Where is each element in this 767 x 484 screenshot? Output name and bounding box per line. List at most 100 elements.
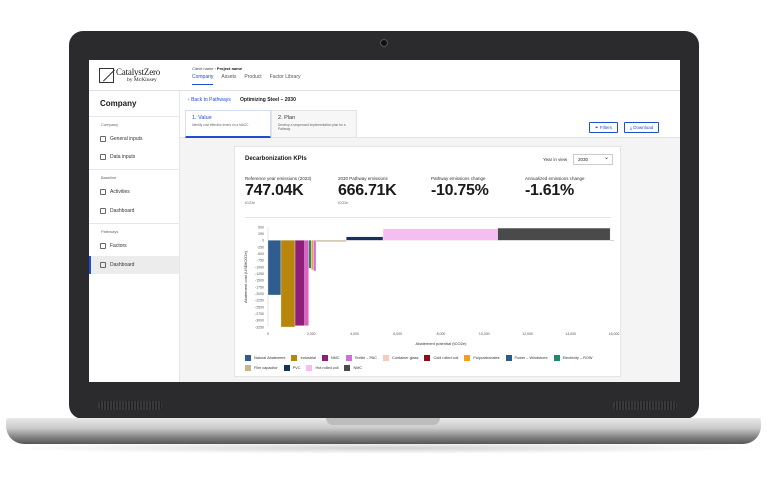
legend-item[interactable]: NMC (321, 353, 340, 362)
laptop-shadow (0, 442, 767, 454)
legend-label: Cold rolled coil (433, 355, 459, 360)
legend-item[interactable]: PVC (283, 363, 300, 372)
legend-label: NMC (353, 365, 363, 370)
download-button[interactable]: ⤓ Download (624, 122, 660, 133)
legend-label: Electricity – ROW (562, 355, 593, 360)
x-tick-label: 14,000 (565, 332, 576, 336)
kpi-pathway-emissions: 2030 Pathway emissions 666.71K tCO2e (338, 176, 397, 205)
sidebar-item-data-inputs[interactable]: Data inputs (89, 148, 179, 166)
y-tick-label: -2500 (255, 305, 264, 309)
legend-item[interactable]: Film capacitor (245, 363, 278, 372)
y-tick-label: -1000 (255, 265, 264, 269)
legend-swatch (245, 354, 251, 361)
y-tick-label: 0 (262, 239, 264, 243)
legend-item[interactable]: Electricity – ROW (553, 353, 593, 362)
factors-icon (100, 243, 106, 249)
legend-label: Natural Abatement (254, 355, 286, 360)
step-plan-desc: Develop a sequenced implementation plan … (278, 123, 346, 131)
kpi-value: -1.61% (525, 182, 574, 199)
filter-icon: ⏷ (595, 125, 600, 130)
breadcrumb-project[interactable]: Project name (216, 66, 243, 71)
macc-chart: 500 250 0 -250 -500 -750 -1000 -1250 -1500 -1750 -… (243, 225, 620, 346)
card-divider (245, 217, 611, 218)
laptop-screen: CatalystZero by McKinsey Client name › P… (89, 60, 680, 382)
kpi-value: 747.04K (245, 182, 304, 199)
step-value[interactable]: 1. Value Identify cost effective levers … (185, 110, 271, 138)
sidebar-section-baseline: Baseline (101, 175, 117, 180)
x-tick-label: 0 (267, 332, 269, 336)
laptop-notch (326, 418, 440, 425)
back-label: Back to Pathways (191, 97, 231, 103)
kpi-unit: tCO2e (245, 201, 256, 205)
legend-label: NMC (330, 355, 340, 360)
x-tick-label: 4,000 (350, 332, 359, 336)
macc-bar (308, 240, 312, 269)
sidebar-item-activities[interactable]: Activities (89, 183, 179, 201)
year-label: Year in view (543, 157, 568, 162)
sidebar-item-label: Data inputs (110, 154, 136, 160)
legend-label: Polycarbonates (473, 355, 500, 360)
card-title: Decarbonization KPIs (245, 156, 307, 162)
sidebar-divider (89, 116, 180, 117)
download-icon: ⤓ (630, 125, 634, 130)
x-tick-label: 12,000 (522, 332, 533, 336)
macc-bar (313, 240, 317, 272)
legend-label: Film capacitor (254, 365, 278, 370)
page-header: ‹ Back to Pathways Optimizing Steel – 20… (180, 91, 680, 138)
kpi-label: Pathway emissions change (431, 176, 486, 181)
back-to-pathways-link[interactable]: ‹ Back to Pathways (188, 97, 231, 103)
sidebar-item-general-inputs[interactable]: General inputs (89, 130, 179, 148)
tab-product[interactable]: Product (244, 74, 262, 80)
breadcrumb-separator-icon: › (214, 66, 217, 71)
step-tabs: 1. Value Identify cost effective levers … (185, 110, 357, 138)
filters-button[interactable]: ⏷ Filters (589, 122, 619, 133)
x-axis-title: Abatement potential (tCO2e) (416, 341, 468, 346)
step-plan[interactable]: 2. Plan Develop a sequenced implementati… (271, 110, 357, 138)
legend-label: Hot rolled coil (315, 365, 339, 370)
form-icon (100, 136, 106, 142)
breadcrumb-client[interactable]: Client name (192, 66, 214, 71)
x-tick-label: 10,000 (479, 332, 490, 336)
legend-item[interactable]: Hot rolled coil (306, 363, 338, 372)
table-icon (100, 154, 106, 160)
x-tick-label: 16,000 (609, 332, 620, 336)
catalystzero-logo[interactable]: CatalystZero by McKinsey (99, 65, 161, 87)
legend-swatch (505, 354, 512, 361)
sidebar-item-factors[interactable]: Factors (89, 237, 179, 255)
download-label: Download (633, 125, 654, 130)
legend-item[interactable]: Power – Windshore (505, 353, 548, 362)
x-tick-label: 8,000 (437, 332, 446, 336)
tab-assets[interactable]: Assets (221, 74, 237, 80)
legend-item[interactable]: Container glass (383, 353, 418, 362)
logo-text: CatalystZero (116, 67, 161, 77)
legend-item[interactable]: Textile – PAC (345, 353, 378, 362)
legend-label: Textile – PAC (354, 355, 378, 360)
tab-factor-library[interactable]: Factor Library (269, 74, 301, 80)
y-tick-label: -3000 (255, 319, 264, 323)
sidebar-item-label: Activities (110, 189, 130, 195)
year-select[interactable]: 2030 (573, 154, 613, 165)
tab-company[interactable]: Company (192, 74, 214, 85)
sidebar-item-label: Dashboard (110, 208, 135, 214)
legend-label: Container glass (392, 355, 419, 360)
main-tabs: Company Assets Product Factor Library (192, 74, 301, 85)
kpi-label: 2030 Pathway emissions (338, 176, 388, 181)
legend-item[interactable]: Industrial (291, 353, 316, 362)
kpi-emissions-change: Pathway emissions change -10.75% (431, 176, 489, 200)
sidebar-item-pathways-dashboard[interactable]: Dashboard (89, 256, 179, 274)
macc-bar (304, 240, 309, 326)
macc-bar (311, 240, 314, 270)
y-tick-label: -2000 (255, 292, 264, 296)
legend-item[interactable]: Cold rolled coil (424, 353, 458, 362)
kpi-annualized-change: Annualized emissions change -1.61% (525, 176, 585, 200)
legend-item[interactable]: NMC (344, 363, 362, 372)
kpi-value: 666.71K (338, 182, 397, 199)
dashboard-icon (100, 208, 106, 214)
kpi-label: Annualized emissions change (525, 176, 585, 181)
macc-bar (497, 227, 611, 241)
sidebar-item-baseline-dashboard[interactable]: Dashboard (89, 202, 179, 220)
legend-item[interactable]: Polycarbonates (464, 353, 500, 362)
sidebar-section-company: Company (101, 122, 119, 127)
legend-item[interactable]: Natural Abatement (245, 353, 285, 362)
speaker-left (98, 401, 162, 410)
